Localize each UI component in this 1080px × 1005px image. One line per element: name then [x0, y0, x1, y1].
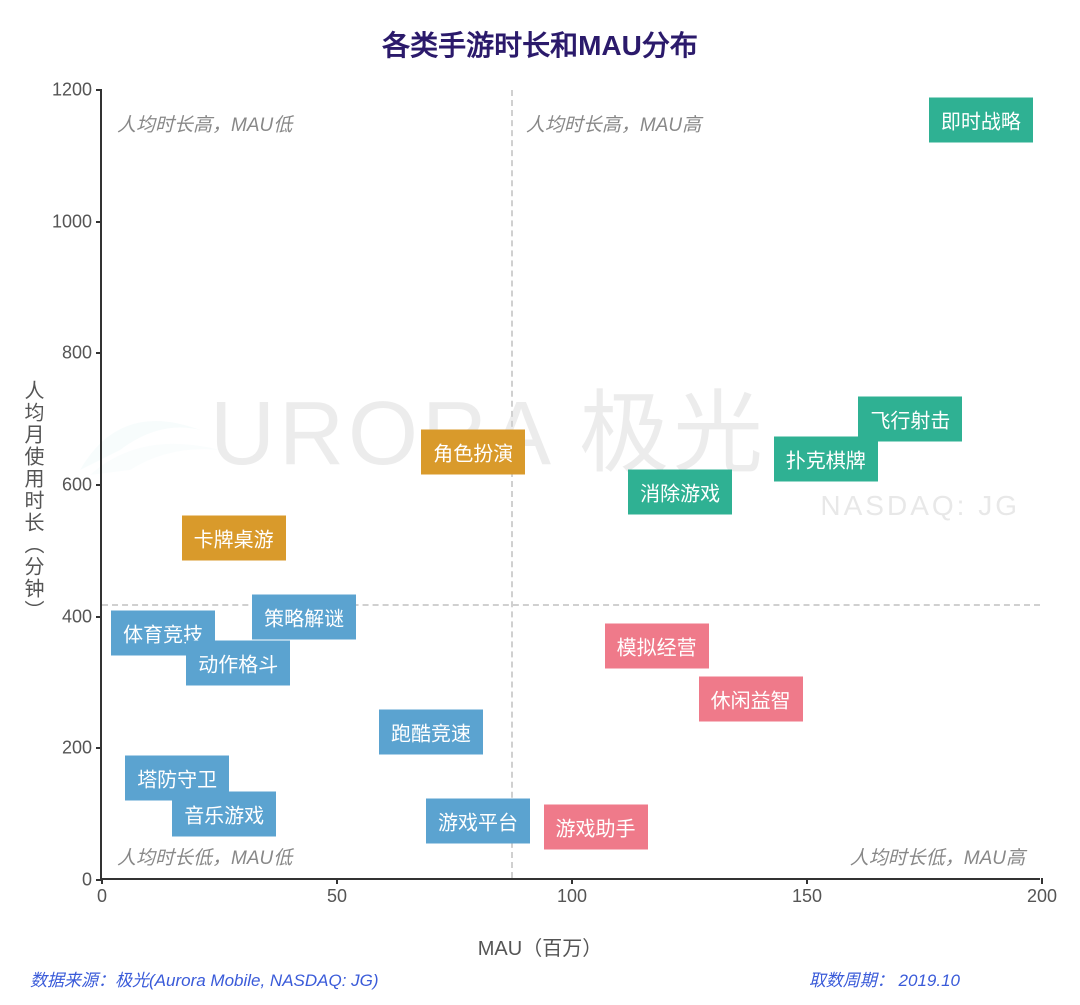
- quadrant-label-br: 人均时长低，MAU高: [850, 843, 1025, 870]
- data-point: 游戏助手: [544, 805, 648, 850]
- data-point: 飞行射击: [858, 397, 962, 442]
- x-tick-mark: [806, 878, 808, 884]
- chart-container: 各类手游时长和MAU分布 URORA 极光 NASDAQ: JG 人均月使用时长…: [0, 0, 1080, 1005]
- data-point: 游戏平台: [426, 798, 530, 843]
- x-tick-mark: [571, 878, 573, 884]
- data-point: 动作格斗: [186, 640, 290, 685]
- x-tick-mark: [101, 878, 103, 884]
- footer-source: 数据来源：极光(Aurora Mobile, NASDAQ: JG): [30, 966, 379, 991]
- x-tick-mark: [336, 878, 338, 884]
- midline-vertical: [511, 90, 513, 878]
- y-tick-mark: [96, 747, 102, 749]
- midline-horizontal: [102, 604, 1040, 606]
- data-point: 音乐游戏: [172, 792, 276, 837]
- chart-title: 各类手游时长和MAU分布: [0, 0, 1080, 64]
- data-point: 扑克棋牌: [774, 436, 878, 481]
- y-tick-mark: [96, 89, 102, 91]
- quadrant-label-tl: 人均时长高，MAU低: [117, 110, 292, 137]
- data-point: 策略解谜: [252, 594, 356, 639]
- y-tick-mark: [96, 352, 102, 354]
- plot-area: 020040060080010001200050100150200人均时长高，M…: [100, 90, 1040, 880]
- x-axis-label: MAU（百万）: [478, 932, 602, 961]
- data-point: 即时战略: [929, 97, 1033, 142]
- data-point: 消除游戏: [628, 469, 732, 514]
- y-tick-mark: [96, 616, 102, 618]
- data-point: 角色扮演: [421, 430, 525, 475]
- data-point: 休闲益智: [699, 676, 803, 721]
- quadrant-label-bl: 人均时长低，MAU低: [117, 843, 292, 870]
- y-tick-mark: [96, 484, 102, 486]
- footer-period: 取数周期： 2019.10: [809, 966, 960, 991]
- y-axis-label: 人均月使用时长（分钟）: [20, 380, 44, 622]
- y-tick-mark: [96, 221, 102, 223]
- data-point: 模拟经营: [605, 624, 709, 669]
- data-point: 卡牌桌游: [182, 515, 286, 560]
- y-tick-label: 1000: [52, 211, 102, 232]
- x-tick-mark: [1041, 878, 1043, 884]
- y-tick-label: 1200: [52, 80, 102, 101]
- data-point: 跑酷竞速: [379, 709, 483, 754]
- quadrant-label-tr: 人均时长高，MAU高: [526, 110, 701, 137]
